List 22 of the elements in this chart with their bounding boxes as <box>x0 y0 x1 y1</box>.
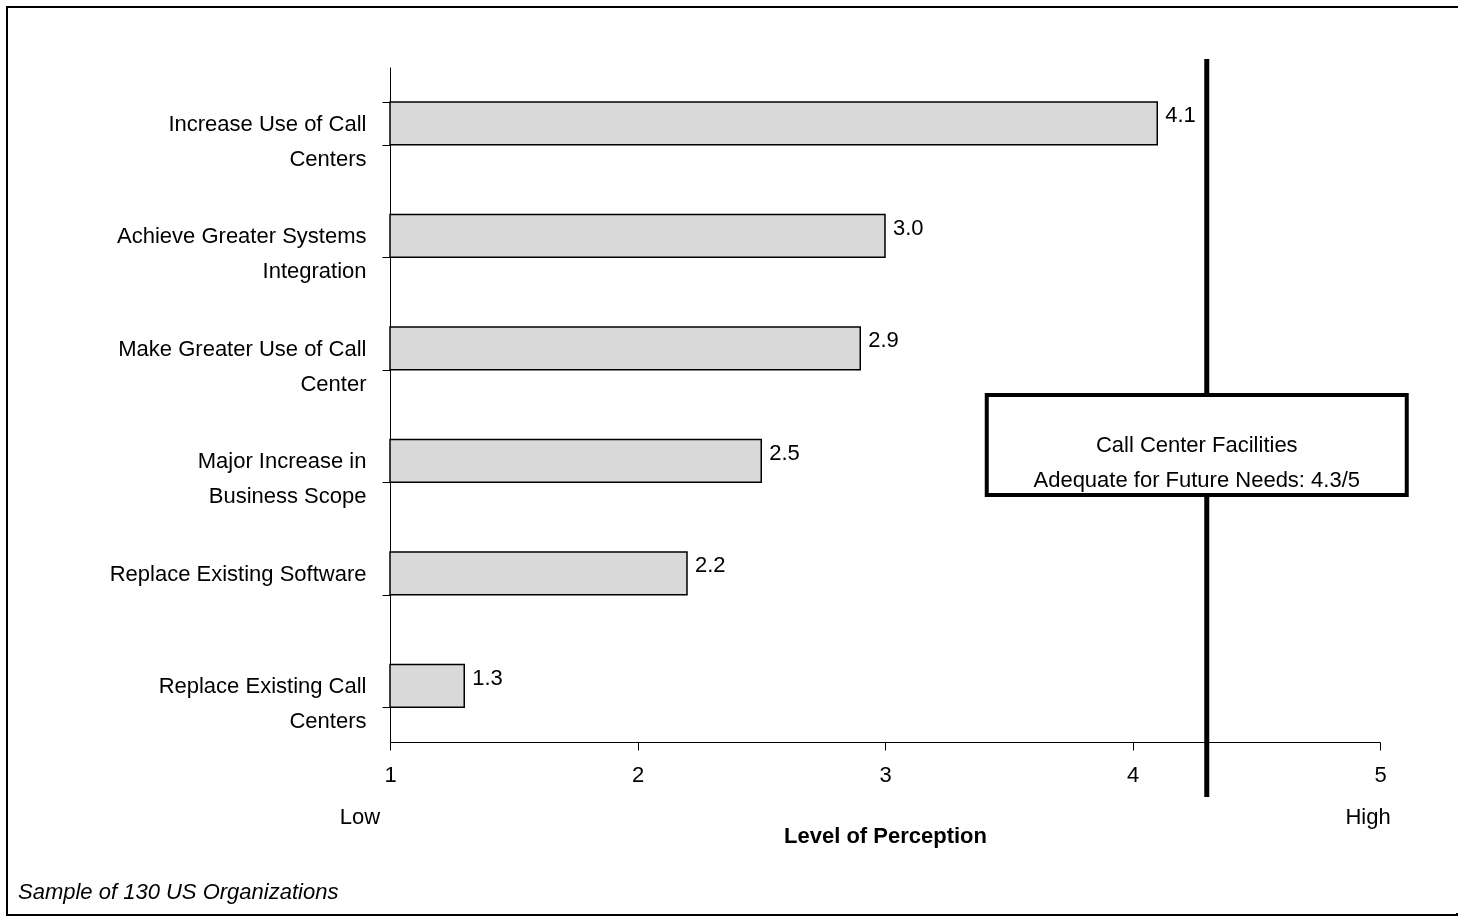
data-label: 1.3 <box>472 664 503 690</box>
y-tick-label: Replace Existing Call Centers <box>158 673 367 734</box>
x-tick-label: 1 <box>384 761 397 787</box>
x-tick-label: 5 <box>1374 761 1387 787</box>
data-label: 3.0 <box>893 214 924 240</box>
x-tick-label: 2 <box>631 761 645 787</box>
y-tick-label: Major Increase in Business Scope <box>197 448 367 509</box>
data-label: 2.5 <box>769 439 800 465</box>
data-label: 2.2 <box>695 552 726 578</box>
x-axis-title: Level of Perception <box>784 822 987 848</box>
y-tick-label: Achieve Greater Systems Integration <box>117 223 367 284</box>
y-tick-label: Replace Existing Software <box>109 560 367 586</box>
text: Low <box>339 804 381 829</box>
data-label: 2.9 <box>868 327 899 353</box>
data-label: 4.1 <box>1165 102 1196 128</box>
text: High <box>1345 804 1391 829</box>
y-tick-label: Increase Use of Call Centers <box>168 110 367 171</box>
x-tick-label: 3 <box>879 761 892 787</box>
y-tick-label: Make Greater Use of Call Center <box>118 335 367 396</box>
text: Sample of 130 US Organizations <box>18 879 339 904</box>
ref-line-label: Call Center Facilities Adequate for Future Needs: 4.3/5 <box>1033 432 1361 492</box>
x-tick-label: 4 <box>1126 761 1140 787</box>
